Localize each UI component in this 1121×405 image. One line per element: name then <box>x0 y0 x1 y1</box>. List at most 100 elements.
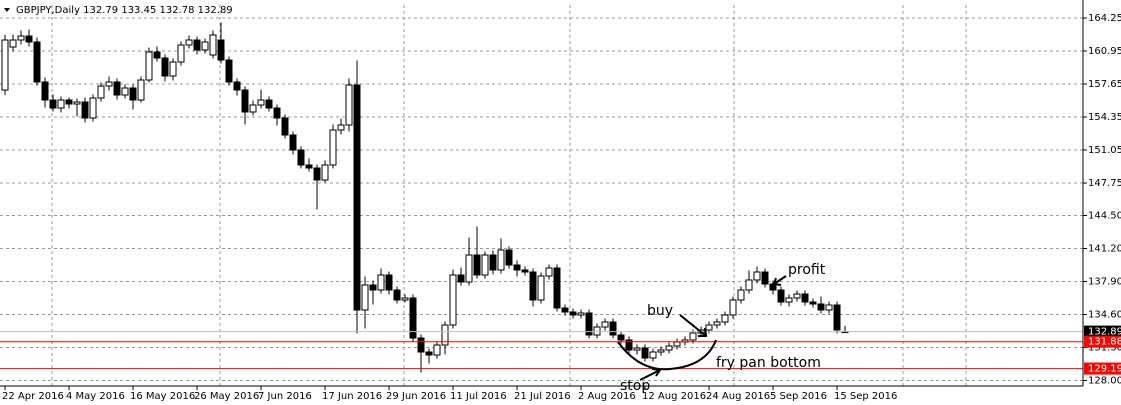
price-box <box>1084 325 1121 338</box>
x-tick-label: 26 May 2016 <box>194 391 259 402</box>
candle-body <box>129 87 137 101</box>
candle-body <box>185 39 193 46</box>
candle-body <box>265 99 273 109</box>
candle-body <box>761 271 769 285</box>
candle-body <box>201 41 209 51</box>
candle-body <box>9 39 17 48</box>
candle-body <box>177 44 185 63</box>
candle-body <box>33 41 41 83</box>
candle-body <box>105 81 113 87</box>
candle-body <box>361 284 369 311</box>
candle-body <box>481 254 489 276</box>
candle-body <box>649 351 657 359</box>
candle-body <box>393 289 401 301</box>
candle-body <box>401 297 409 301</box>
candle-body <box>569 311 577 316</box>
y-tick-label: 134.60 <box>1088 310 1121 321</box>
candle-body <box>457 274 465 283</box>
x-tick-label: 5 Sep 2016 <box>770 391 827 402</box>
candle-body <box>369 284 377 291</box>
candle-body <box>817 303 825 311</box>
y-tick-label: 147.75 <box>1088 178 1121 189</box>
price-box <box>1084 362 1121 375</box>
candle-body <box>169 61 177 77</box>
candle-body <box>81 101 89 119</box>
candle-body <box>337 124 345 131</box>
y-tick-label: 157.65 <box>1088 79 1121 90</box>
candle-body <box>713 321 721 326</box>
y-tick-label: 154.35 <box>1088 112 1121 123</box>
candle-body <box>689 332 697 341</box>
candle-body <box>665 345 673 351</box>
candle-body <box>17 35 25 41</box>
y-tick-label: 151.05 <box>1088 145 1121 156</box>
pan-curve <box>617 339 717 371</box>
candle-body <box>353 84 361 311</box>
candle-body <box>273 107 281 119</box>
y-tick-label: 160.95 <box>1088 46 1121 57</box>
x-tick-label: 16 May 2016 <box>130 391 195 402</box>
candle-body <box>297 149 305 166</box>
candle-body <box>121 87 129 96</box>
candle-body <box>153 51 161 59</box>
annotation: buy <box>647 303 673 319</box>
candle-body <box>433 344 441 356</box>
candle-body <box>385 274 393 291</box>
candle-body <box>137 79 145 101</box>
annotation: stop <box>620 378 650 394</box>
candle-body <box>97 85 105 99</box>
candle-body <box>305 164 313 169</box>
candle-body <box>249 104 257 113</box>
candle-body <box>601 321 609 328</box>
candle-body <box>833 304 841 331</box>
candle-body <box>425 351 433 356</box>
candle-body <box>289 134 297 151</box>
candle-body <box>113 81 121 96</box>
candle-body <box>545 267 553 277</box>
candle-body <box>673 341 681 347</box>
candle-body <box>561 307 569 313</box>
candle-body <box>721 314 729 323</box>
candle-body <box>609 321 617 336</box>
x-tick-label: 22 Apr 2016 <box>2 391 64 402</box>
candle-body <box>417 337 425 353</box>
profit-arrow <box>772 275 787 286</box>
candle-body <box>513 264 521 271</box>
candle-body <box>505 249 513 266</box>
candle-body <box>625 339 633 351</box>
candle-body <box>657 349 665 353</box>
candle-body <box>633 347 641 351</box>
x-tick-label: 12 Aug 2016 <box>642 391 706 402</box>
candle-body <box>809 301 817 305</box>
candle-body <box>577 312 585 316</box>
y-tick-label: 131.30 <box>1088 343 1121 354</box>
candle-body <box>161 57 169 77</box>
annotation: fry pan bottom <box>716 355 821 371</box>
candle-body <box>441 324 449 346</box>
candle-body <box>785 297 793 303</box>
candle-body <box>209 34 217 56</box>
y-tick-label: 128.00 <box>1088 376 1121 387</box>
candle-body <box>41 81 49 101</box>
candle-body <box>49 99 57 109</box>
candle-body <box>241 89 249 113</box>
drawings <box>617 275 787 381</box>
candle-body <box>217 39 225 61</box>
candle-body <box>825 304 833 311</box>
annotation: profit <box>788 262 826 278</box>
candle-body <box>57 99 65 109</box>
y-tick-label: 144.50 <box>1088 211 1121 222</box>
candle-body <box>73 101 81 105</box>
x-tick-label: 4 May 2016 <box>66 391 125 402</box>
candle-body <box>617 334 625 341</box>
x-tick-label: 2 Aug 2016 <box>578 391 636 402</box>
candle-body <box>537 275 545 301</box>
candle-body <box>553 267 561 309</box>
candle-body <box>409 297 417 339</box>
candle-body <box>321 164 329 181</box>
candle-body <box>281 117 289 136</box>
candle-body <box>345 84 353 126</box>
menu-triangle <box>4 8 10 12</box>
